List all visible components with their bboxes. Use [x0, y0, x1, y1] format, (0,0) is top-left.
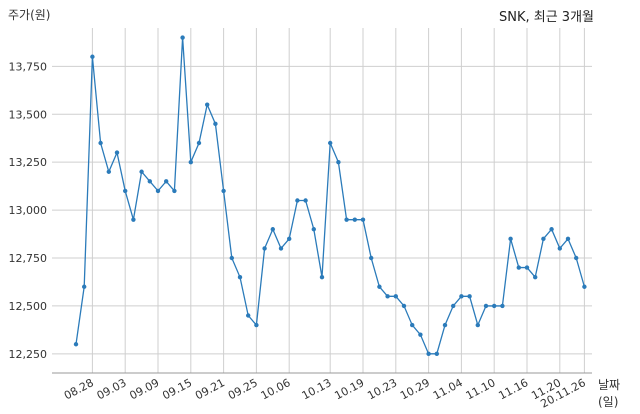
y-tick-label: 13,750	[9, 60, 48, 73]
data-point	[434, 351, 439, 357]
x-tick-label: 09.03	[95, 376, 129, 402]
x-tick-label: 10.13	[300, 376, 334, 402]
data-point	[262, 246, 267, 251]
data-point	[336, 159, 341, 165]
data-point	[295, 198, 300, 203]
x-tick-label: 11.16	[496, 376, 530, 402]
data-point	[393, 294, 398, 299]
data-point	[319, 274, 325, 280]
x-tick-label: 10.29	[398, 376, 432, 402]
x-tick-label: 09.21	[193, 376, 227, 402]
data-point	[131, 217, 136, 222]
y-tick-label: 13,500	[9, 108, 48, 121]
data-point	[377, 284, 382, 289]
data-point	[557, 246, 562, 251]
data-point	[287, 236, 292, 242]
data-point	[533, 274, 538, 280]
x-tick-label: 08.28	[62, 376, 96, 402]
data-point	[270, 227, 275, 232]
y-tick-labels: 12,250 12,500 12,750 13,000 13,250 13,500 13,7…	[9, 60, 48, 361]
x-tick-label: 09.25	[226, 376, 260, 402]
data-point	[147, 179, 152, 184]
data-point	[418, 332, 423, 337]
data-point	[188, 159, 193, 165]
data-point	[237, 274, 243, 280]
data-point	[98, 140, 103, 146]
x-tick-label: 10.06	[259, 376, 293, 402]
y-gridlines	[52, 65, 592, 355]
data-point	[459, 294, 464, 299]
data-point	[172, 188, 177, 194]
data-point	[155, 188, 161, 194]
data-point	[278, 246, 284, 251]
x-axis-unit-label: 날짜(일)	[598, 378, 621, 409]
data-point	[221, 188, 226, 194]
data-point	[114, 150, 120, 155]
x-tick-label: 11.10	[464, 376, 498, 402]
x-tick-label: 09.09	[127, 376, 161, 402]
data-point	[442, 322, 448, 328]
y-axis-unit-label: 주가(원)	[8, 8, 51, 22]
data-point	[492, 303, 497, 309]
data-point	[385, 294, 390, 299]
data-point	[516, 265, 521, 270]
data-point	[344, 217, 349, 222]
data-point	[369, 255, 374, 261]
data-point	[565, 236, 571, 242]
data-point	[500, 303, 505, 309]
y-tick-label: 13,250	[9, 156, 48, 169]
y-tick-label: 13,000	[9, 204, 48, 217]
x-tick-label: 10.19	[332, 376, 366, 402]
data-point	[164, 179, 169, 184]
data-point	[426, 351, 431, 357]
data-point	[582, 284, 587, 289]
data-point	[352, 217, 357, 222]
data-point	[360, 217, 366, 222]
data-point	[574, 255, 579, 261]
data-point	[508, 236, 513, 242]
data-point	[229, 255, 234, 261]
data-point	[541, 236, 546, 242]
data-point	[549, 227, 554, 232]
x-tick-label: 11.04	[431, 376, 465, 402]
data-point	[196, 140, 202, 146]
data-point	[467, 294, 472, 299]
x-tick-label: 10.23	[365, 376, 399, 402]
data-point	[254, 322, 259, 328]
data-point	[311, 227, 316, 232]
data-point	[524, 265, 530, 270]
data-point	[123, 188, 128, 194]
data-point	[410, 322, 415, 328]
data-point	[328, 140, 333, 146]
y-tick-label: 12,250	[9, 348, 48, 361]
data-point	[90, 54, 95, 59]
data-point	[180, 35, 185, 40]
data-point	[205, 102, 210, 107]
data-point	[401, 303, 407, 309]
data-point	[82, 284, 87, 289]
data-point	[139, 169, 144, 174]
data-point	[246, 313, 251, 318]
x-gridlines	[91, 28, 585, 373]
data-point	[106, 169, 112, 174]
x-tick-label: 09.15	[160, 376, 194, 402]
data-point	[303, 198, 308, 203]
data-point	[73, 342, 79, 347]
chart-title: SNK, 최근 3개월	[498, 10, 594, 25]
data-point	[213, 121, 218, 127]
y-tick-label: 12,750	[9, 252, 48, 265]
data-point	[451, 303, 456, 309]
data-point	[475, 322, 480, 328]
data-point	[483, 303, 489, 309]
price-series	[73, 35, 587, 357]
y-tick-label: 12,500	[9, 300, 48, 313]
